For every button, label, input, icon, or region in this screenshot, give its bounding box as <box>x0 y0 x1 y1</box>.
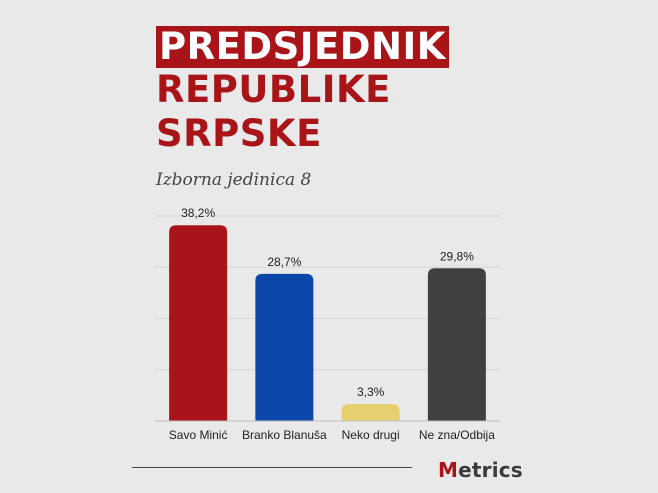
footer-divider <box>132 467 412 468</box>
bar <box>255 274 313 421</box>
bar <box>342 404 400 421</box>
bar <box>428 268 486 421</box>
category-label: Ne zna/Odbija <box>419 428 495 442</box>
logo-m: M <box>438 458 458 482</box>
data-label: 3,3% <box>357 385 385 399</box>
bar <box>169 225 227 421</box>
category-label: Branko Blanuša <box>242 428 327 442</box>
data-label: 38,2% <box>181 206 215 220</box>
category-label: Neko drugi <box>342 428 400 442</box>
logo-rest: etrics <box>458 458 523 482</box>
data-label: 28,7% <box>267 255 301 269</box>
data-label: 29,8% <box>440 249 474 263</box>
metrics-logo: Metrics <box>438 458 523 482</box>
category-label: Savo Minić <box>169 428 228 442</box>
